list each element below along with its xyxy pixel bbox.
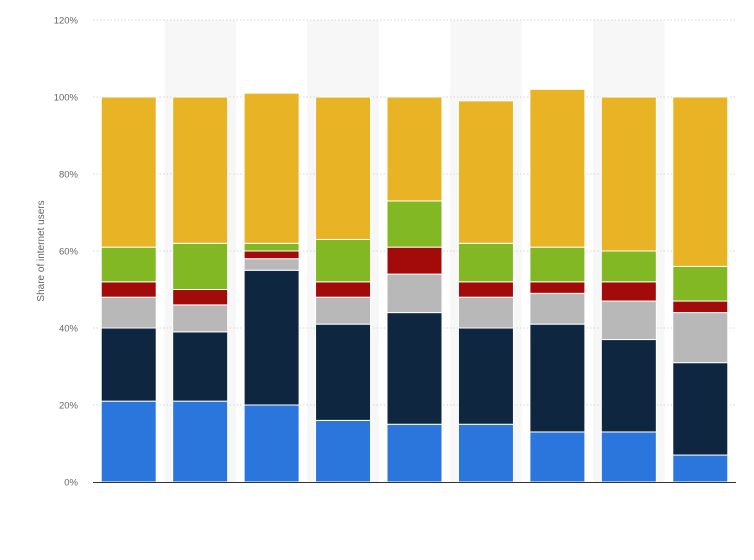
bar-segment[interactable]	[672, 300, 729, 314]
bar-segment[interactable]	[172, 331, 229, 402]
bar-segment[interactable]	[386, 96, 443, 202]
y-axis-title: Share of internet users	[36, 200, 47, 301]
bar-segment[interactable]	[315, 281, 372, 298]
bar-segment[interactable]	[600, 250, 657, 283]
bar-segment[interactable]	[529, 246, 586, 283]
y-tick-label: 0%	[64, 478, 78, 489]
bar-segment[interactable]	[315, 296, 372, 325]
bar-segment[interactable]	[457, 242, 514, 283]
bar-segment[interactable]	[172, 289, 229, 306]
bar-segment[interactable]	[386, 312, 443, 425]
bar-segment[interactable]	[386, 273, 443, 314]
bar-segment[interactable]	[315, 238, 372, 283]
bar-segment[interactable]	[529, 88, 586, 248]
bar-segment[interactable]	[529, 431, 586, 483]
bar-segment[interactable]	[243, 250, 300, 260]
y-tick-label: 20%	[59, 401, 79, 412]
bar-segment[interactable]	[315, 419, 372, 483]
bar-segment[interactable]	[172, 96, 229, 244]
bar-segment[interactable]	[600, 281, 657, 302]
bar-segment[interactable]	[600, 300, 657, 341]
bar-segment[interactable]	[100, 296, 157, 329]
y-tick-label: 100%	[54, 93, 79, 104]
bar-segment[interactable]	[672, 312, 729, 364]
bar-segment[interactable]	[386, 246, 443, 275]
bar-segment[interactable]	[243, 92, 300, 244]
bar-segment[interactable]	[457, 296, 514, 329]
bar-segment[interactable]	[386, 423, 443, 483]
bar-segment[interactable]	[672, 362, 729, 456]
y-tick-label: 80%	[59, 170, 79, 181]
bar-segment[interactable]	[100, 327, 157, 402]
bar-segment[interactable]	[100, 281, 157, 298]
y-tick-label: 60%	[59, 247, 79, 258]
y-axis: 0% 20% 40% 60% 80% 100% 120%	[54, 16, 79, 489]
bar-segment[interactable]	[100, 96, 157, 248]
bar-segment[interactable]	[386, 200, 443, 248]
bar-segment[interactable]	[529, 281, 586, 294]
bar-segment[interactable]	[457, 423, 514, 483]
bar-segment[interactable]	[672, 454, 729, 483]
bar-segment[interactable]	[243, 404, 300, 483]
bar-segment[interactable]	[100, 400, 157, 483]
y-tick-label: 120%	[54, 16, 79, 27]
bar-segment[interactable]	[529, 323, 586, 433]
bar-segment[interactable]	[243, 242, 300, 252]
bar-segment[interactable]	[457, 281, 514, 298]
bar-segment[interactable]	[100, 246, 157, 283]
bar-segment[interactable]	[243, 258, 300, 271]
bar-segment[interactable]	[457, 100, 514, 244]
bar-segment[interactable]	[529, 292, 586, 325]
y-tick-label: 40%	[59, 324, 79, 335]
bar-segment[interactable]	[315, 96, 372, 240]
bar-segment[interactable]	[172, 400, 229, 483]
bar-segment[interactable]	[243, 269, 300, 406]
bar-segment[interactable]	[172, 242, 229, 291]
bars	[100, 88, 729, 483]
bar-segment[interactable]	[457, 327, 514, 425]
bar-segment[interactable]	[172, 304, 229, 333]
bar-segment[interactable]	[600, 339, 657, 433]
bar-segment[interactable]	[672, 265, 729, 302]
bar-segment[interactable]	[600, 431, 657, 483]
bar-segment[interactable]	[672, 96, 729, 267]
bar-segment[interactable]	[315, 323, 372, 421]
bar-segment[interactable]	[600, 96, 657, 252]
